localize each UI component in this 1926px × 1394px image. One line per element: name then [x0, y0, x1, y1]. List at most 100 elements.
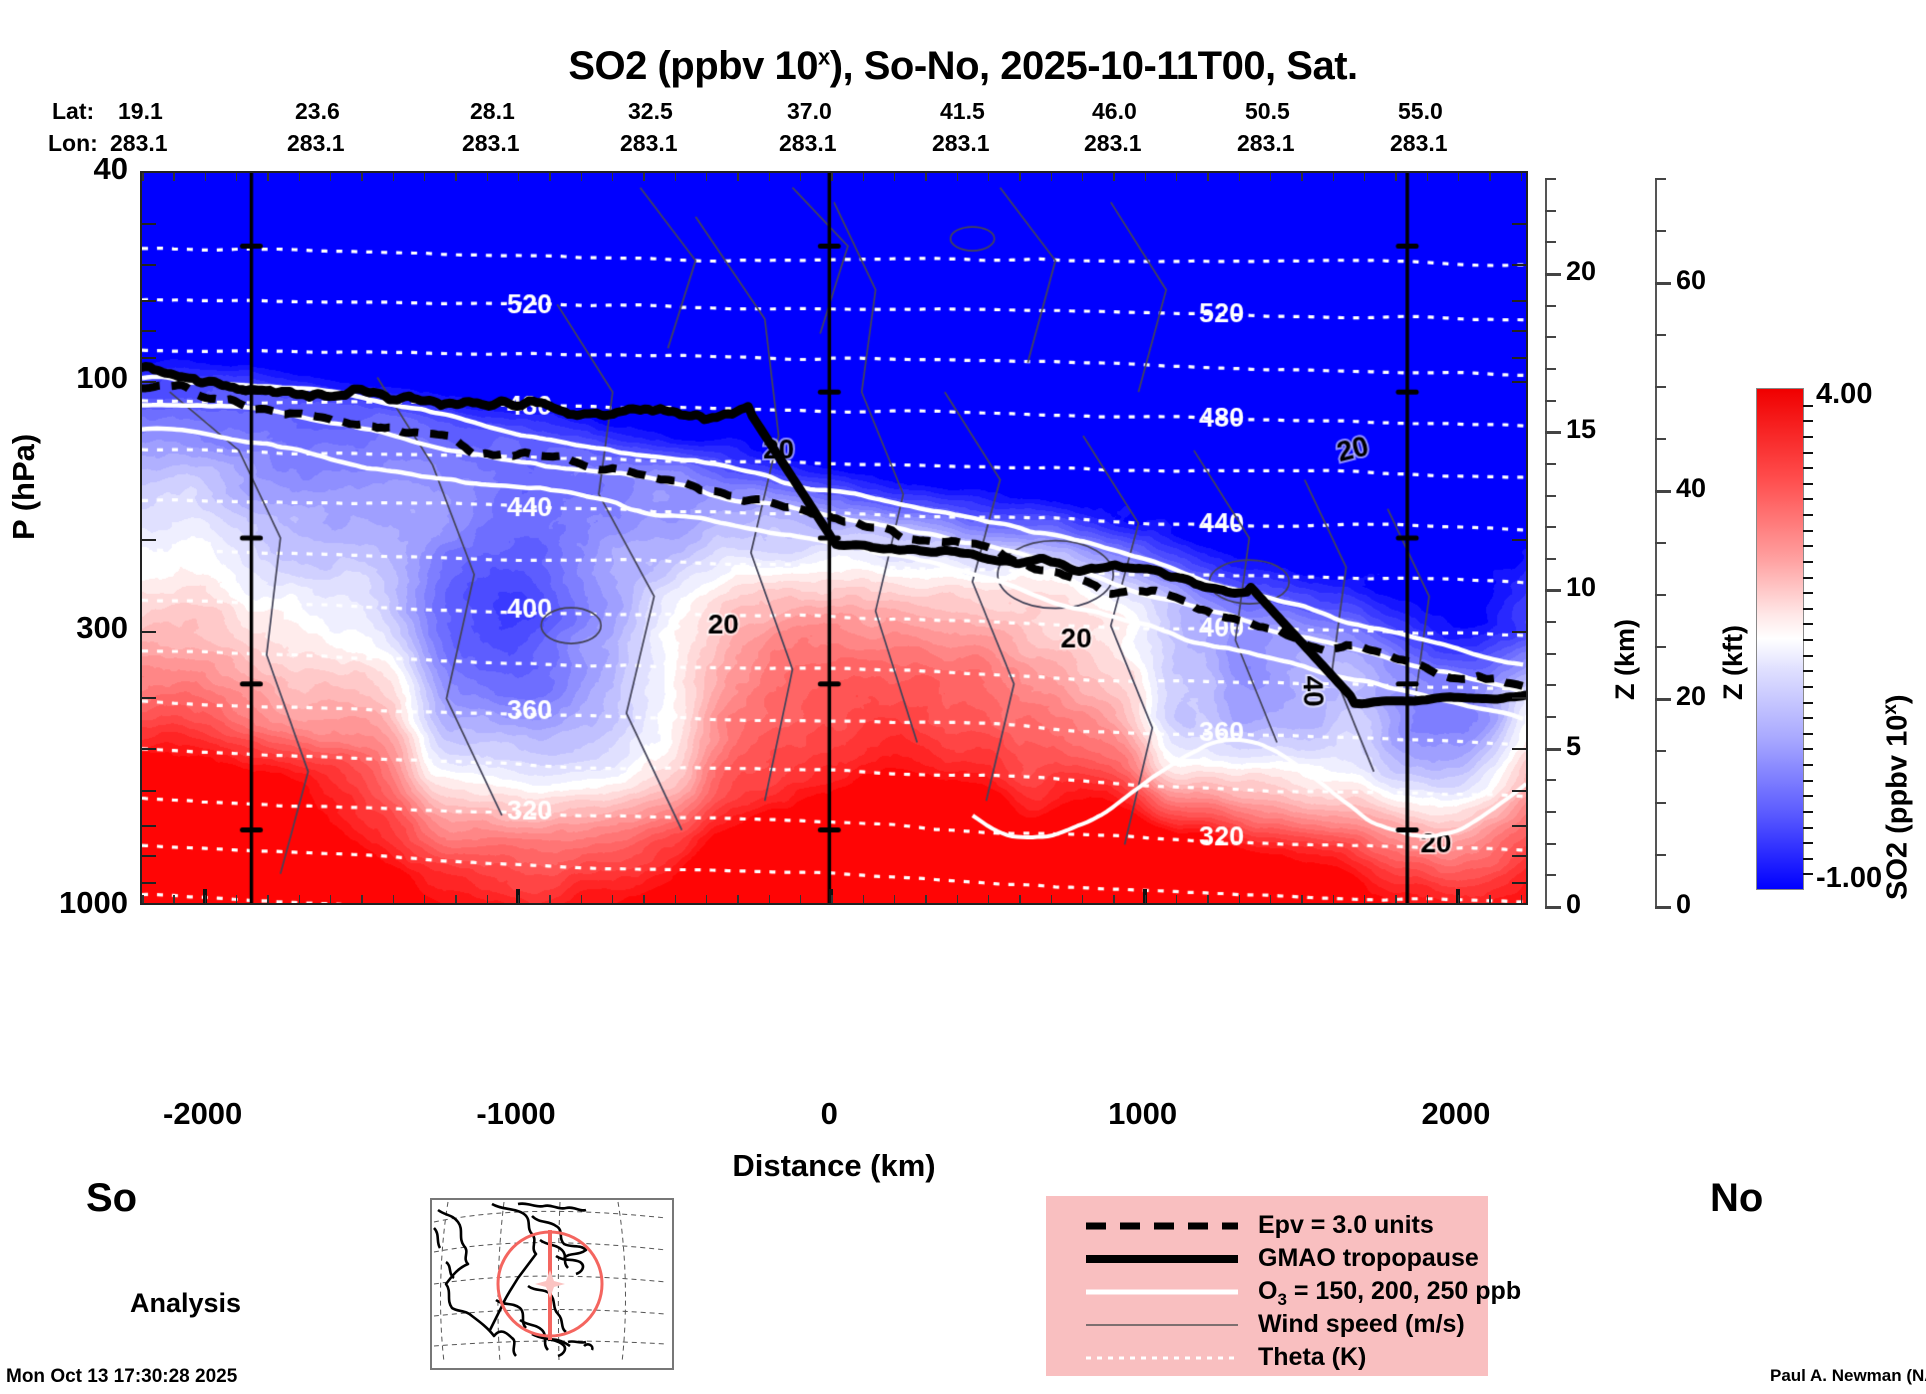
distance-minor-tick	[1238, 895, 1241, 903]
distance-minor-tick	[1207, 895, 1209, 903]
pressure-tick-label: 100	[76, 359, 128, 395]
distance-minor-tick-top	[1395, 173, 1397, 181]
pressure-minor-tick	[1512, 539, 1526, 541]
page-title: SO2 (ppbv 10x), So-No, 2025-10-11T00, Sa…	[0, 44, 1926, 89]
pressure-minor-tick	[142, 330, 156, 333]
pressure-minor-tick	[142, 380, 156, 383]
distance-minor-tick	[893, 895, 896, 903]
z-km-tick	[1545, 209, 1556, 212]
colorbar-tick	[1803, 435, 1813, 438]
distance-minor-tick-top	[643, 173, 645, 181]
so2-field-canvas	[142, 173, 1526, 903]
colorbar-tick	[1803, 623, 1813, 626]
pressure-minor-tick	[1512, 881, 1526, 884]
legend-item: Epv = 3.0 units	[1046, 1208, 1488, 1244]
pressure-minor-tick	[1512, 697, 1526, 700]
colorbar-tick	[1803, 545, 1813, 548]
z-kft-tick	[1655, 490, 1671, 493]
lon-value: 283.1	[462, 130, 520, 156]
z-kft-tick	[1655, 698, 1671, 701]
distance-minor-tick	[392, 895, 395, 903]
pressure-minor-tick	[1512, 380, 1526, 383]
z-km-tick	[1545, 462, 1556, 465]
pressure-minor-tick	[142, 299, 156, 302]
distance-minor-tick	[862, 895, 865, 903]
z-kft-tick	[1655, 906, 1671, 909]
z-km-tick	[1545, 336, 1556, 339]
colorbar-tick	[1803, 842, 1813, 845]
distance-minor-tick-top	[862, 173, 865, 181]
lat-value: 55.0	[1398, 98, 1443, 124]
lon-value: 283.1	[110, 130, 168, 156]
colorbar-tick	[1803, 748, 1813, 751]
distance-minor-tick	[831, 895, 833, 903]
colorbar-tick	[1803, 810, 1813, 813]
colorbar-title-prefix: SO2 (ppbv 10	[1881, 714, 1914, 900]
distance-minor-tick	[1426, 895, 1429, 903]
colorbar-tick	[1803, 654, 1813, 657]
legend-box: Epv = 3.0 units GMAO tropopause O3 = 150, …	[1046, 1196, 1521, 1376]
pressure-minor-tick	[1512, 631, 1526, 634]
distance-tick-label: 2000	[1421, 1096, 1491, 1131]
distance-minor-tick	[925, 895, 927, 903]
z-km-tick	[1545, 399, 1556, 402]
z-km-tick-label: 20	[1566, 255, 1597, 286]
z-km-tick	[1545, 494, 1556, 497]
distance-minor-tick-top	[235, 173, 238, 181]
colorbar-tick	[1803, 764, 1813, 766]
inset-location-map	[430, 1198, 674, 1370]
pressure-minor-tick	[142, 264, 156, 267]
lat-value: 37.0	[787, 98, 832, 124]
distance-minor-tick	[1395, 895, 1397, 903]
pressure-minor-tick	[1512, 855, 1526, 858]
distance-minor-tick	[455, 895, 457, 903]
distance-minor-tick	[1520, 895, 1523, 903]
distance-minor-tick	[643, 895, 645, 903]
legend-label: Theta (K)	[1258, 1343, 1367, 1371]
z-km-tick	[1545, 272, 1561, 276]
credit-label: Paul A. Newman (NASA	[1770, 1366, 1926, 1385]
pressure-tick-label: 300	[76, 610, 128, 646]
distance-minor-tick-top	[956, 173, 959, 181]
lon-value: 283.1	[779, 130, 837, 156]
z-km-tick	[1545, 906, 1561, 909]
distance-minor-tick	[580, 895, 583, 903]
distance-minor-tick-top	[361, 173, 363, 181]
pressure-minor-tick	[1512, 264, 1526, 267]
colorbar-max-label: 4.00	[1816, 378, 1873, 410]
colorbar-tick	[1803, 639, 1813, 641]
colorbar-tick	[1803, 717, 1813, 720]
distance-minor-tick-top	[204, 173, 207, 181]
colorbar-tick	[1803, 529, 1813, 532]
colorbar-tick	[1803, 451, 1813, 454]
pressure-minor-tick	[142, 539, 156, 541]
lat-value: 28.1	[470, 98, 515, 124]
distance-minor-tick-top	[267, 173, 269, 181]
distance-minor-tick-top	[455, 173, 457, 181]
colorbar-tick	[1803, 873, 1813, 876]
z-km-tick	[1545, 431, 1561, 435]
distance-minor-tick-top	[987, 173, 990, 181]
pressure-minor-tick	[142, 222, 156, 225]
legend-label: Epv = 3.0 units	[1258, 1211, 1434, 1239]
z-km-tick	[1545, 526, 1556, 529]
colorbar-tick	[1803, 795, 1813, 798]
z-km-tick	[1545, 779, 1556, 782]
distance-minor-tick	[142, 895, 144, 903]
legend-symbol-dashed-thick-black	[1082, 1208, 1242, 1244]
z-km-tick-label: 0	[1566, 889, 1582, 919]
distance-minor-tick	[1144, 895, 1147, 903]
distance-minor-tick-top	[768, 173, 771, 181]
z-km-tick	[1545, 811, 1556, 814]
colorbar-tick	[1803, 592, 1813, 595]
distance-minor-tick	[1019, 895, 1021, 903]
z-kft-tick-label: 40	[1676, 473, 1707, 503]
distance-minor-tick-top	[1426, 173, 1429, 181]
distance-minor-tick-top	[1363, 173, 1366, 181]
colorbar-tick	[1803, 467, 1813, 470]
distance-minor-tick	[1489, 895, 1491, 903]
distance-minor-tick-top	[925, 173, 927, 181]
pressure-tick-label: 40	[93, 151, 128, 186]
colorbar-tick	[1803, 685, 1813, 688]
lon-value: 283.1	[287, 130, 345, 156]
